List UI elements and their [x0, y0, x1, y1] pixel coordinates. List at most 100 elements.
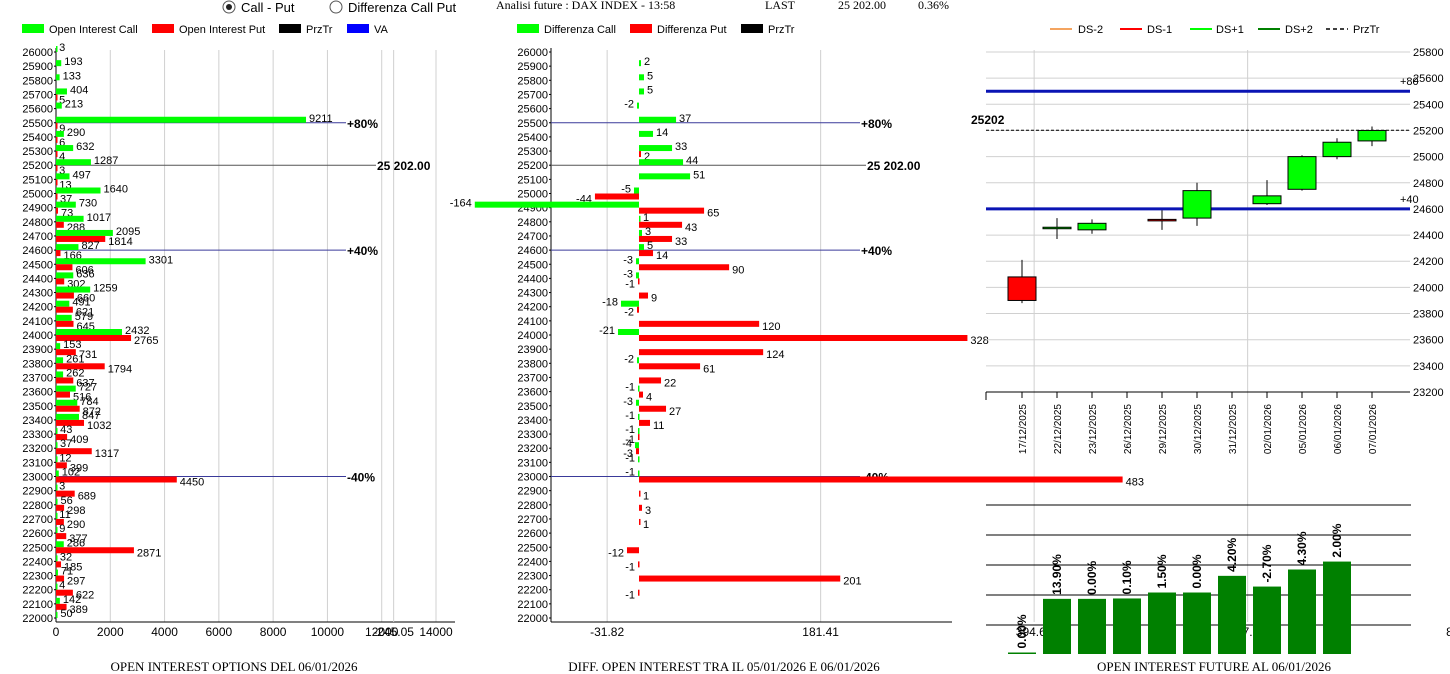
legend-swatch-call	[22, 24, 44, 33]
put-bar	[636, 306, 639, 313]
call-value-label: 33	[675, 141, 687, 153]
put-bar	[639, 221, 683, 228]
call-bar	[56, 413, 79, 420]
call-bar	[56, 371, 64, 378]
last-change: 0.36%	[918, 0, 949, 12]
call-bar	[56, 60, 62, 67]
call-bar	[635, 399, 639, 406]
legend-diff-prztr: PrzTr	[768, 24, 795, 36]
call-bar	[639, 60, 642, 67]
call-bar	[56, 456, 58, 463]
date-label: 29/12/2025	[1158, 404, 1169, 454]
strike-label: 24200	[517, 302, 548, 314]
call-bar	[639, 173, 691, 180]
strike-label: 25300	[517, 146, 548, 158]
put-bar	[639, 349, 764, 356]
future-oi-bar	[1218, 575, 1246, 654]
candle-body	[1182, 190, 1212, 219]
legend-ds-2: DS-2	[1078, 24, 1103, 36]
put-value-label: 3	[645, 505, 651, 517]
put-bar	[639, 250, 654, 257]
call-value-label: 193	[64, 56, 82, 68]
call-bar	[56, 173, 70, 180]
radio-call-put[interactable]: Call - Put	[222, 0, 295, 15]
call-bar	[56, 555, 58, 562]
call-value-label: 1017	[87, 212, 111, 224]
future-oi-bar	[1043, 598, 1071, 654]
legend-swatch-diff-put	[630, 24, 652, 33]
put-bar	[639, 207, 705, 214]
put-value-label: 1	[643, 519, 649, 531]
y-tick-label: 25200	[1413, 125, 1444, 137]
call-value-label: -18	[602, 297, 618, 309]
put-bar	[56, 320, 74, 327]
put-bar	[637, 434, 640, 441]
annotation-label: +80%	[347, 117, 378, 131]
price-label: 25202	[971, 113, 1005, 127]
strike-label: 23100	[22, 457, 53, 469]
radio-differenza[interactable]: Differenza Call Put	[329, 0, 457, 15]
future-oi-bar	[1148, 592, 1176, 654]
put-value-label: 4	[59, 151, 65, 163]
call-bar	[56, 187, 101, 194]
call-bar	[56, 442, 58, 449]
legend-prztr: PrzTr	[1353, 24, 1380, 36]
future-oi-label: 0.10%	[1120, 560, 1134, 594]
strike-label: 25700	[517, 89, 548, 101]
call-bar	[56, 399, 78, 406]
call-bar	[56, 159, 91, 166]
call-value-label: 12	[59, 452, 71, 464]
call-bar	[56, 300, 70, 307]
put-bar	[639, 575, 841, 582]
strike-label: 25600	[517, 104, 548, 116]
date-label: 05/01/2026	[1298, 404, 1309, 454]
put-value-label: 1	[643, 491, 649, 503]
put-value-label: -3	[623, 448, 633, 460]
put-value-label: 872	[83, 406, 101, 418]
level-label: +80	[1400, 76, 1419, 88]
call-value-label: 290	[67, 127, 85, 139]
call-bar	[639, 229, 643, 236]
call-bar	[56, 541, 64, 548]
x-tick-label: -245.05	[373, 625, 414, 639]
strike-label: 25400	[22, 132, 53, 144]
annotation-label: +80%	[861, 117, 892, 131]
strike-label: 22200	[22, 585, 53, 597]
future-oi-label: 0.00%	[1085, 561, 1099, 595]
call-value-label: 1	[643, 212, 649, 224]
legend-ds+1: DS+1	[1216, 24, 1244, 36]
legend-oi: Open Interest Call Open Interest Put Prz…	[22, 24, 389, 36]
call-bar	[56, 597, 60, 604]
call-bar	[635, 272, 639, 279]
candle-body	[1357, 129, 1387, 142]
strike-label: 24600	[22, 245, 53, 257]
strike-label: 24300	[517, 288, 548, 300]
strike-label: 24000	[22, 330, 53, 342]
call-value-label: -1	[625, 410, 635, 422]
strike-label: 26000	[517, 47, 548, 59]
put-bar	[56, 377, 74, 384]
put-bar	[56, 547, 134, 554]
call-value-label: 9	[59, 523, 65, 535]
put-bar	[56, 136, 58, 143]
put-value-label: 399	[70, 462, 88, 474]
call-value-label: 1640	[104, 184, 128, 196]
call-value-label: 784	[80, 396, 98, 408]
strike-label: 24800	[22, 217, 53, 229]
legend-swatch-diff-prztr	[741, 24, 763, 33]
put-bar	[56, 363, 105, 370]
date-label: 06/01/2026	[1333, 404, 1344, 454]
put-bar	[56, 292, 74, 299]
call-bar	[56, 512, 58, 519]
call-bar	[637, 413, 640, 420]
put-value-label: 9	[651, 293, 657, 305]
call-bar	[620, 300, 639, 307]
annotation-label: +40%	[861, 244, 892, 258]
put-value-label: 328	[970, 335, 988, 347]
put-value-label: 14	[656, 250, 668, 262]
strike-label: 23000	[517, 472, 548, 484]
call-value-label: 2095	[116, 226, 140, 238]
strike-label: 23400	[517, 415, 548, 427]
strike-label: 24900	[22, 203, 53, 215]
put-value-label: 1794	[108, 363, 132, 375]
